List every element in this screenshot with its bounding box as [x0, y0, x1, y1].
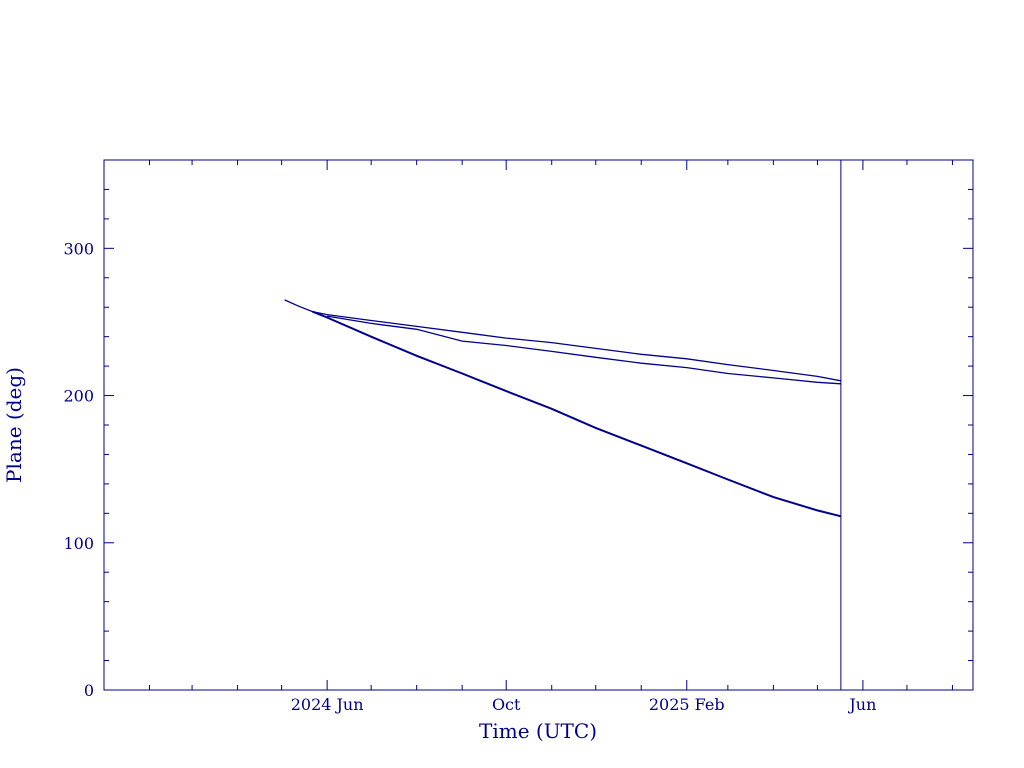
series-line-2 — [326, 315, 841, 385]
series-line-3 — [312, 310, 842, 518]
series-line-1 — [284, 299, 842, 382]
y-tick-label: 0 — [84, 681, 94, 700]
x-axis-ticks: 2024 Jun Oct 2025 Feb Jun — [149, 160, 953, 714]
y-tick-label: 300 — [63, 239, 94, 258]
y-axis-label: Plane (deg) — [2, 367, 26, 483]
x-tick-label: 2025 Feb — [649, 695, 725, 714]
x-tick-label: Oct — [492, 695, 521, 714]
series-layer — [284, 299, 842, 518]
y-tick-label: 100 — [63, 534, 94, 553]
x-axis-label: Time (UTC) — [479, 719, 597, 743]
x-tick-label: Jun — [847, 695, 876, 714]
y-axis-ticks: 0 100 200 300 — [63, 159, 973, 700]
x-tick-label: 2024 Jun — [291, 695, 364, 714]
plot-frame — [103, 159, 974, 691]
y-tick-label: 200 — [63, 387, 94, 406]
